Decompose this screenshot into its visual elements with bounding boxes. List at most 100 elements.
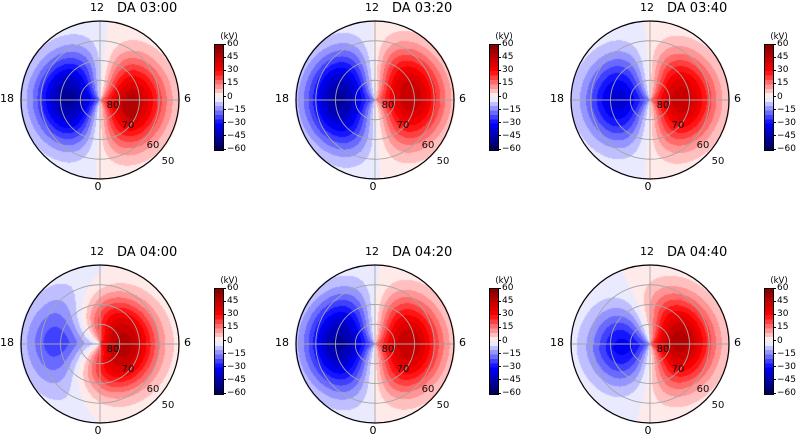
colorbar-tick-label: −60 (227, 144, 246, 154)
latitude-label-60: 60 (696, 140, 710, 151)
latitude-label-50: 50 (161, 400, 175, 411)
colorbar-tick-mark (498, 379, 501, 381)
colorbar-tick-mark (498, 96, 501, 97)
mlt-label-0: 0 (94, 180, 102, 193)
mlt-label-18: 18 (275, 336, 289, 349)
colorbar-tick-label: −30 (227, 361, 246, 372)
mlt-label-12: 12 (640, 1, 654, 14)
panel-title: DA 03:40 (667, 1, 728, 16)
colorbar-tick-label: −45 (227, 374, 246, 385)
mlt-label-6: 6 (734, 92, 741, 105)
mlt-label-0: 0 (369, 180, 377, 193)
colorbar-tick-mark (223, 148, 226, 150)
colorbar-tick-mark (773, 313, 776, 315)
polar-grid (570, 264, 730, 424)
latitude-label-70: 70 (671, 120, 685, 131)
colorbar-tick-label: 15 (227, 322, 239, 333)
colorbar-tick-mark (773, 109, 776, 111)
colorbar-tick-label: 0 (777, 91, 783, 102)
colorbar-tick-mark (223, 43, 226, 45)
colorbar-tick-mark (223, 326, 226, 328)
colorbar-tick-label: 45 (777, 296, 789, 307)
mlt-label-18: 18 (550, 92, 564, 105)
colorbar-tick-mark (223, 82, 226, 84)
colorbar-tick-label: 15 (227, 78, 239, 89)
mlt-label-0: 0 (369, 424, 377, 437)
mlt-label-12: 12 (640, 245, 654, 258)
latitude-label-60: 60 (696, 384, 710, 395)
polar-grid (20, 20, 180, 180)
colorbar-tick-label: 0 (227, 91, 233, 102)
colorbar-tick-mark (773, 122, 776, 124)
colorbar-tick-mark (498, 313, 501, 315)
colorbar-gradient (489, 44, 499, 151)
latitude-label-60: 60 (146, 384, 160, 395)
colorbar-tick-mark (223, 379, 226, 381)
colorbar-tick-mark (498, 109, 501, 111)
colorbar-gradient (764, 288, 774, 395)
latitude-label-50: 50 (436, 156, 450, 167)
colorbar-tick-label: 30 (502, 65, 514, 76)
colorbar-tick-mark (498, 69, 501, 71)
colorbar-tick-label: 0 (227, 335, 233, 346)
colorbar-tick-mark (223, 69, 226, 71)
colorbar-tick-mark (498, 300, 501, 302)
mlt-label-6: 6 (184, 92, 191, 105)
colorbar-tick-label: −15 (777, 348, 796, 359)
colorbar-tick-label: 15 (502, 78, 514, 89)
colorbar-tick-mark (498, 353, 501, 355)
latitude-label-80: 80 (656, 100, 670, 111)
mlt-label-18: 18 (275, 92, 289, 105)
panel-title: DA 04:00 (117, 245, 178, 260)
colorbar-tick-mark (223, 300, 226, 302)
latitude-label-70: 70 (671, 364, 685, 375)
latitude-label-60: 60 (421, 384, 435, 395)
colorbar-tick-mark (498, 43, 501, 45)
mlt-label-12: 12 (365, 1, 379, 14)
colorbar-tick-label: −30 (777, 361, 796, 372)
colorbar-tick-label: −60 (502, 388, 521, 398)
colorbar-tick-label: 60 (227, 39, 239, 49)
colorbar-tick-mark (498, 148, 501, 150)
colorbar-gradient (489, 288, 499, 395)
colorbar-gradient (764, 44, 774, 151)
colorbar-units-label: (kV) (495, 276, 513, 286)
latitude-label-80: 80 (106, 344, 120, 355)
colorbar-tick-label: 60 (502, 39, 514, 49)
colorbar-tick-mark (773, 300, 776, 302)
colorbar-tick-mark (223, 366, 226, 368)
colorbar-tick-mark (498, 392, 501, 394)
colorbar-tick-mark (773, 326, 776, 328)
polar-grid (295, 20, 455, 180)
colorbar-tick-label: −45 (502, 130, 521, 141)
mlt-label-12: 12 (90, 245, 104, 258)
colorbar-tick-mark (773, 82, 776, 84)
colorbar-tick-label: 45 (502, 52, 514, 63)
mlt-label-18: 18 (550, 336, 564, 349)
panel-title: DA 04:20 (392, 245, 453, 260)
colorbar-units-label: (kV) (770, 32, 788, 42)
colorbar-tick-label: 0 (777, 335, 783, 346)
colorbar-tick-mark (773, 135, 776, 137)
colorbar-tick-label: 0 (502, 335, 508, 346)
polar-grid (20, 264, 180, 424)
colorbar-tick-label: −45 (502, 374, 521, 385)
colorbar-tick-mark (223, 340, 226, 341)
colorbar-tick-mark (498, 82, 501, 84)
colorbar-tick-mark (498, 326, 501, 328)
latitude-label-50: 50 (711, 156, 725, 167)
colorbar-tick-label: 60 (777, 39, 789, 49)
colorbar-tick-label: 30 (777, 309, 789, 320)
colorbar-tick-label: −45 (777, 130, 796, 141)
colorbar-gradient (214, 44, 224, 151)
colorbar-tick-mark (773, 340, 776, 341)
latitude-label-70: 70 (396, 120, 410, 131)
colorbar-gradient (214, 288, 224, 395)
colorbar-tick-mark (773, 392, 776, 394)
mlt-label-0: 0 (94, 424, 102, 437)
colorbar-tick-mark (223, 109, 226, 111)
colorbar-tick-mark (223, 135, 226, 137)
colorbar-units-label: (kV) (220, 276, 238, 286)
mlt-label-12: 12 (90, 1, 104, 14)
colorbar-tick-label: 15 (777, 322, 789, 333)
